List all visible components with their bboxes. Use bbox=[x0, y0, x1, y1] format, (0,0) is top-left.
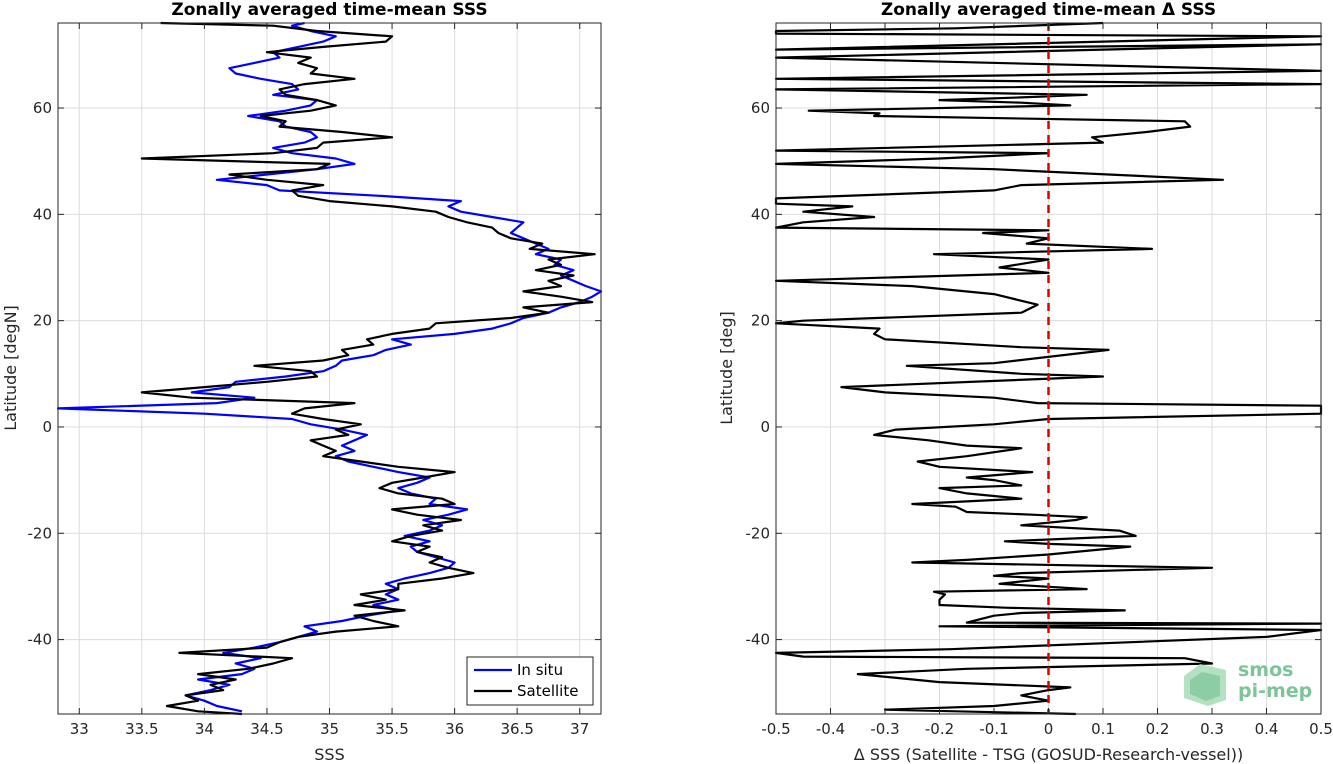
sss-ylabel: Latitude [degN] bbox=[1, 305, 20, 431]
sss-xtick-label: 35 bbox=[320, 720, 339, 738]
sss-xlabel: SSS bbox=[314, 745, 344, 764]
delta-sss-xtick-label: -0.1 bbox=[979, 720, 1008, 738]
sss-lines bbox=[56, 21, 603, 716]
delta-sss-xtick-label: -0.2 bbox=[925, 720, 954, 738]
sss-series-line-in-situ bbox=[56, 21, 603, 713]
delta-sss-series-line-delta bbox=[774, 21, 1323, 716]
legend-label-satellite: Satellite bbox=[517, 682, 578, 700]
logo-line2: pi-mep bbox=[1238, 680, 1312, 702]
legend-label-in-situ: In situ bbox=[517, 661, 563, 679]
sss-xtick-label: 35.5 bbox=[375, 720, 408, 738]
delta-sss-xtick-label: 0.1 bbox=[1091, 720, 1115, 738]
logo-line1: smos bbox=[1238, 659, 1293, 681]
sss-panel: 33 33.5 34 34.5 35 35.5 36 36.5 37-40-200204060 … bbox=[1, 0, 603, 764]
delta-sss-xtick-label: 0.5 bbox=[1309, 720, 1333, 738]
sss-ytick-label: -40 bbox=[28, 631, 53, 649]
smos-pimep-logo: smos pi-mep bbox=[1184, 659, 1312, 706]
sss-xtick-label: 36 bbox=[445, 720, 464, 738]
sss-xtick-label: 36.5 bbox=[500, 720, 533, 738]
sss-ytick-label: 0 bbox=[42, 418, 52, 436]
sss-ytick-label: 60 bbox=[33, 99, 52, 117]
legend: In situ Satellite bbox=[466, 656, 594, 706]
delta-sss-xtick-label: 0 bbox=[1044, 720, 1054, 738]
delta-sss-title: Zonally averaged time-mean Δ SSS bbox=[881, 0, 1216, 20]
delta-sss-xlabel: Δ SSS (Satellite - TSG (GOSUD-Research-v… bbox=[854, 745, 1243, 764]
sss-ytick-label: -20 bbox=[28, 524, 53, 542]
delta-sss-xtick-label: 0.2 bbox=[1146, 720, 1170, 738]
delta-sss-xtick-label: -0.4 bbox=[816, 720, 845, 738]
sss-title: Zonally averaged time-mean SSS bbox=[171, 0, 487, 20]
sss-xtick-label: 34 bbox=[195, 720, 214, 738]
delta-sss-ytick-label: 40 bbox=[751, 205, 770, 223]
legend-box bbox=[466, 656, 594, 706]
delta-sss-xtick-label: 0.3 bbox=[1200, 720, 1224, 738]
sss-ytick-label: 40 bbox=[33, 205, 52, 223]
delta-sss-xtick-label: -0.3 bbox=[870, 720, 899, 738]
delta-sss-ytick-label: -40 bbox=[746, 631, 771, 649]
delta-sss-ytick-label: 60 bbox=[751, 99, 770, 117]
sss-ytick-label: 20 bbox=[33, 312, 52, 330]
sss-xtick-label: 34.5 bbox=[250, 720, 283, 738]
delta-sss-xtick-label: -0.5 bbox=[761, 720, 790, 738]
delta-sss-ytick-label: 0 bbox=[760, 418, 770, 436]
sss-ticks: 33 33.5 34 34.5 35 35.5 36 36.5 37 -40 -20 0 20 40 60 bbox=[28, 23, 601, 738]
sss-xtick-label: 37 bbox=[570, 720, 589, 738]
delta-sss-lines bbox=[774, 21, 1323, 716]
logo-shape-inner bbox=[1190, 672, 1220, 701]
delta-sss-ytick-label: -20 bbox=[746, 524, 771, 542]
delta-sss-ytick-label: 20 bbox=[751, 312, 770, 330]
sss-xtick-label: 33.5 bbox=[125, 720, 158, 738]
delta-sss-ticks: -0.5 -0.4 -0.3 -0.2 -0.1 0 0.1 0.2 0.3 0.4 0.5 -40 -… bbox=[746, 23, 1333, 738]
sss-series-line-satellite bbox=[140, 21, 596, 716]
sss-xtick-label: 33 bbox=[70, 720, 89, 738]
delta-sss-xtick-label: 0.4 bbox=[1255, 720, 1279, 738]
delta-sss-ylabel: Latitude [deg] bbox=[717, 311, 736, 425]
delta-sss-panel: -0.5 -0.4 -0.3 -0.2 -0.1 0 0.1 0.2 0.3 0.4 0.5 -40 -… bbox=[717, 0, 1333, 764]
